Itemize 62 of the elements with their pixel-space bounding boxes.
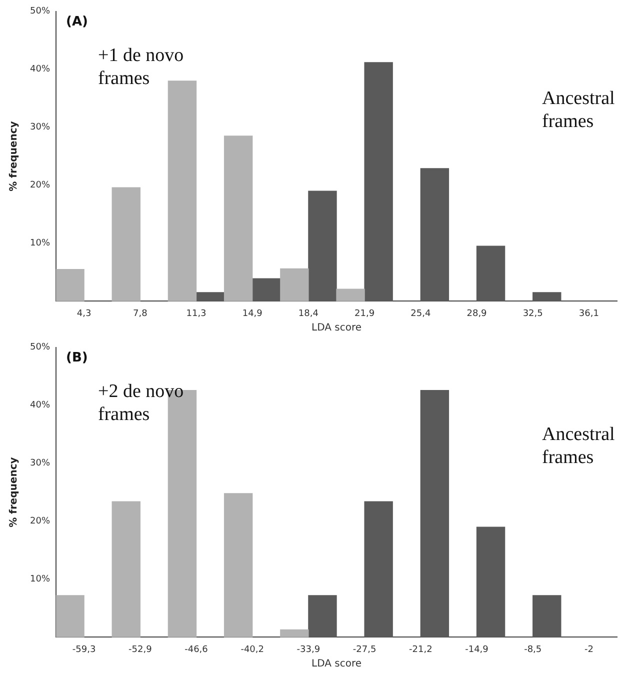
annotation: Ancestral frames (542, 424, 615, 468)
bar (476, 246, 506, 302)
x-tick-label: 28,9 (466, 308, 488, 319)
bar (224, 136, 253, 302)
x-tick-label: 4,3 (76, 308, 92, 319)
y-axis-title: % frequency (8, 456, 20, 528)
bar (280, 629, 309, 638)
bar (56, 268, 84, 302)
bar (364, 501, 393, 638)
bar (532, 595, 562, 638)
y-tick-label: 20% (30, 180, 50, 191)
bar (168, 80, 197, 302)
bar (336, 288, 365, 302)
y-tick-label: 30% (30, 122, 50, 133)
x-axis-title: LDA score (312, 322, 362, 334)
y-tick-label: 20% (30, 516, 50, 527)
y-tick-label: 10% (30, 238, 50, 249)
x-axis-title: LDA score (312, 658, 362, 670)
x-tick-label: 25,4 (410, 308, 431, 319)
annotation: (B) (66, 350, 88, 366)
x-tick-label: -2 (584, 644, 594, 655)
y-tick-label: 50% (30, 342, 50, 353)
x-tick-label: 32,5 (522, 308, 543, 319)
x-tick-label: -14,9 (465, 644, 489, 655)
bar (476, 526, 506, 638)
bar (280, 268, 309, 302)
x-tick-label: -59,3 (72, 644, 96, 655)
x-tick-label: -21,2 (409, 644, 432, 655)
x-tick-label: 21,9 (354, 308, 375, 319)
bar (420, 168, 450, 302)
bar (112, 501, 140, 638)
bar (56, 595, 84, 638)
bar (112, 187, 140, 302)
x-tick-label: -40,2 (240, 644, 264, 655)
annotation: (A) (66, 14, 88, 30)
x-tick-label: -27,5 (352, 644, 376, 655)
bar (532, 292, 562, 302)
annotation: Ancestral frames (542, 88, 615, 132)
x-tick-label: 18,4 (298, 308, 319, 319)
bar (420, 390, 450, 638)
annotation: +2 de novo frames (98, 380, 184, 425)
bar (224, 493, 253, 638)
bar (308, 595, 337, 638)
y-tick-label: 30% (30, 458, 50, 469)
x-tick-label: -8,5 (524, 644, 542, 655)
bar (364, 62, 393, 302)
x-tick-label: 7,8 (132, 308, 148, 319)
x-tick-label: 36,1 (578, 308, 599, 319)
y-tick-label: 40% (30, 400, 50, 411)
x-tick-label: -46,6 (184, 644, 208, 655)
bar (308, 190, 337, 302)
x-tick-label: -52,9 (128, 644, 152, 655)
x-tick-label: -33,9 (296, 644, 320, 655)
x-tick-label: 11,3 (186, 308, 206, 319)
y-axis-title: % frequency (8, 120, 20, 192)
y-tick-label: 10% (30, 574, 50, 585)
y-tick-label: 50% (30, 6, 50, 17)
x-tick-label: 14,9 (242, 308, 263, 319)
annotation: +1 de novo frames (98, 44, 184, 89)
bar (196, 292, 225, 302)
y-tick-label: 40% (30, 64, 50, 75)
bar (252, 278, 281, 302)
